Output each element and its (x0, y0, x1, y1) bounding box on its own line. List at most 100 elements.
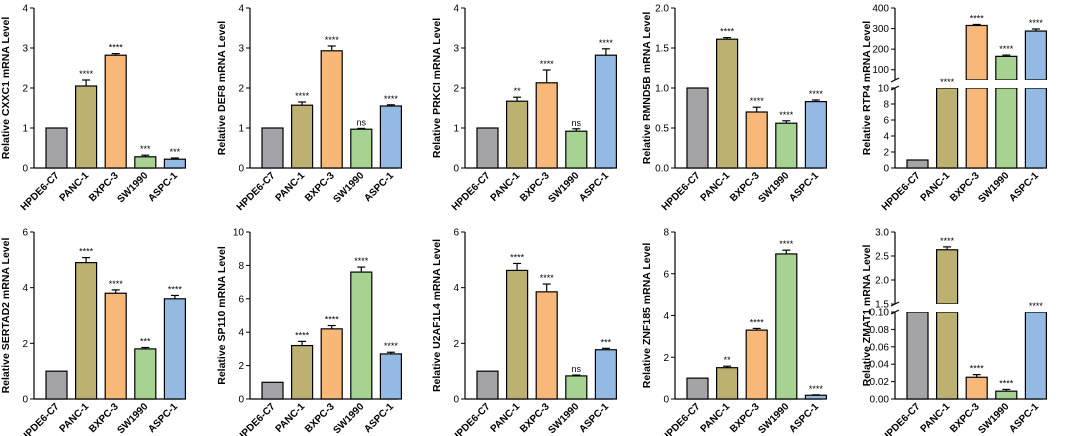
y-tick-label: 4 (883, 132, 889, 143)
y-tick-label: 1.5 (655, 44, 669, 55)
x-tick-label: ASPC-1 (362, 170, 396, 204)
chart-panel-zmat1: 0.00 0.02 0.04 0.06 0.08 0.101.5 2.0 2.5 3.0Rela… (861, 228, 1048, 436)
x-tick-label: SW1990 (977, 170, 1012, 205)
y-tick-label: 1 (453, 124, 459, 135)
bar-hpde6-c7 (45, 370, 68, 400)
x-tick-label: ASPC-1 (146, 401, 180, 435)
y-tick-label: 4 (22, 4, 28, 15)
bar-panc-1 (935, 311, 959, 400)
y-tick-label: 3 (453, 44, 459, 55)
significance-label: *** (140, 337, 151, 347)
y-tick-label: 6 (453, 228, 459, 239)
significance-label: **** (168, 284, 183, 294)
y-axis-label: Relative DEF8 mRNA Level (216, 21, 228, 155)
y-tick-label: 1.5 (875, 300, 889, 311)
y-axis-label: Relative SP110 mRNA Level (216, 246, 228, 385)
x-tick-label: SW1990 (547, 170, 582, 205)
x-tick-label: SW1990 (757, 401, 792, 436)
y-axis-label: Relative PRKCI mRNA Level (431, 18, 443, 158)
chart-panel-cxxc1: 0 1 2 3 4 Relative CXXC1 mRNA Level HPDE6-C7 **… (0, 4, 186, 213)
y-axis-label: Relative U2AF1L4 mRNA Level (431, 239, 443, 392)
chart-panel-sertad2: 0 2 4 6 Relative SERTAD2 mRNA Level HPDE6-C7 *… (0, 228, 186, 436)
bar-sw1990 (565, 130, 588, 169)
bar-upper-sw1990 (995, 55, 1018, 81)
y-tick-label: 0 (453, 164, 459, 175)
y-tick-label: 2 (22, 84, 28, 95)
bar-bxpc-3 (104, 54, 127, 169)
significance-label: **** (510, 252, 525, 262)
bar-hpde6-c7 (906, 159, 929, 169)
y-tick-label: 1 (22, 124, 28, 135)
x-tick-label: PANC-1 (274, 401, 308, 435)
significance-label: **** (779, 110, 794, 120)
x-tick-label: ASPC-1 (577, 401, 611, 435)
y-tick-label: 0.04 (870, 360, 890, 371)
x-tick-label: HPDE6-C7 (235, 401, 278, 436)
y-tick-label: 0 (238, 164, 244, 175)
x-tick-label: PANC-1 (699, 170, 733, 204)
x-tick-label: SW1990 (977, 401, 1012, 436)
bar-upper-bxpc-3 (965, 24, 988, 81)
bar-sw1990 (775, 122, 798, 169)
chart-panel-sp110: 0 2 4 6 8 10 Relative SP110 mRNA Level HPDE6-C7… (216, 228, 402, 436)
bar-aspc-1 (163, 298, 186, 400)
y-tick-label: 0.5 (655, 124, 669, 135)
bar-upper-aspc-1 (1024, 30, 1048, 81)
significance-label: **** (750, 96, 765, 106)
bar-hpde6-c7 (686, 87, 709, 169)
x-tick-label: HPDE6-C7 (660, 170, 703, 213)
bar-hpde6-c7 (476, 127, 499, 169)
y-axis-label: Relative RMND5B mRNA Level (641, 12, 653, 165)
x-tick-label: HPDE6-C7 (235, 170, 278, 213)
bar-hpde6-c7 (261, 381, 284, 400)
significance-label: **** (109, 43, 124, 53)
significance-label: **** (325, 315, 340, 325)
bar-panc-1 (715, 367, 739, 400)
significance-label: *** (170, 147, 181, 157)
x-tick-label: SW1990 (757, 170, 792, 205)
y-tick-label: 4 (663, 311, 669, 322)
y-tick-label: 400 (872, 4, 889, 15)
bar-sw1990 (134, 156, 157, 169)
significance-label: **** (970, 13, 985, 23)
significance-label: **** (809, 89, 824, 99)
x-tick-label: PANC-1 (58, 170, 92, 204)
bar-bxpc-3 (745, 111, 768, 169)
y-tick-label: 3 (22, 44, 28, 55)
bar-hpde6-c7 (261, 127, 284, 169)
bar-aspc-1 (1024, 311, 1048, 400)
bar-sw1990 (350, 271, 373, 400)
y-tick-label: 0 (453, 395, 459, 406)
bar-upper-panc-1 (935, 249, 959, 305)
significance-label: ns (357, 117, 367, 127)
x-tick-label: PANC-1 (489, 170, 523, 204)
y-tick-label: 6 (22, 228, 28, 239)
bar-panc-1 (291, 344, 314, 400)
y-axis-label: Relative RTP4 mRNA Level (861, 21, 873, 155)
y-tick-label: 2 (883, 148, 889, 159)
chart-panel-znf185: 0 2 4 6 8 Relative ZNF185 mRNA Level HPDE6-C7 *… (641, 228, 828, 436)
y-tick-label: 2 (238, 361, 244, 372)
significance-label: **** (599, 38, 614, 48)
y-tick-label: 0.00 (870, 395, 890, 406)
significance-label: **** (384, 94, 399, 104)
bar-bxpc-3 (320, 50, 343, 169)
significance-label: **** (109, 279, 124, 289)
bar-sw1990 (775, 253, 798, 400)
y-tick-label: 0 (238, 395, 244, 406)
significance-label: **** (720, 27, 735, 37)
y-tick-label: 2.5 (875, 252, 889, 263)
bar-aspc-1 (163, 158, 186, 169)
significance-label: ns (572, 364, 582, 374)
x-tick-label: SW1990 (332, 170, 367, 205)
bar-aspc-1 (379, 353, 402, 400)
x-tick-label: PANC-1 (274, 170, 308, 204)
chart-panel-rtp4: 0 2 4 6 8 10 100 200 300 400 Relative RTP4 mRNA Le… (861, 4, 1048, 213)
x-tick-label: ASPC-1 (1007, 401, 1041, 435)
x-tick-label: HPDE6-C7 (880, 170, 923, 213)
y-tick-label: 4 (238, 4, 244, 15)
x-tick-label: SW1990 (547, 401, 582, 436)
x-tick-label: ASPC-1 (787, 170, 821, 204)
